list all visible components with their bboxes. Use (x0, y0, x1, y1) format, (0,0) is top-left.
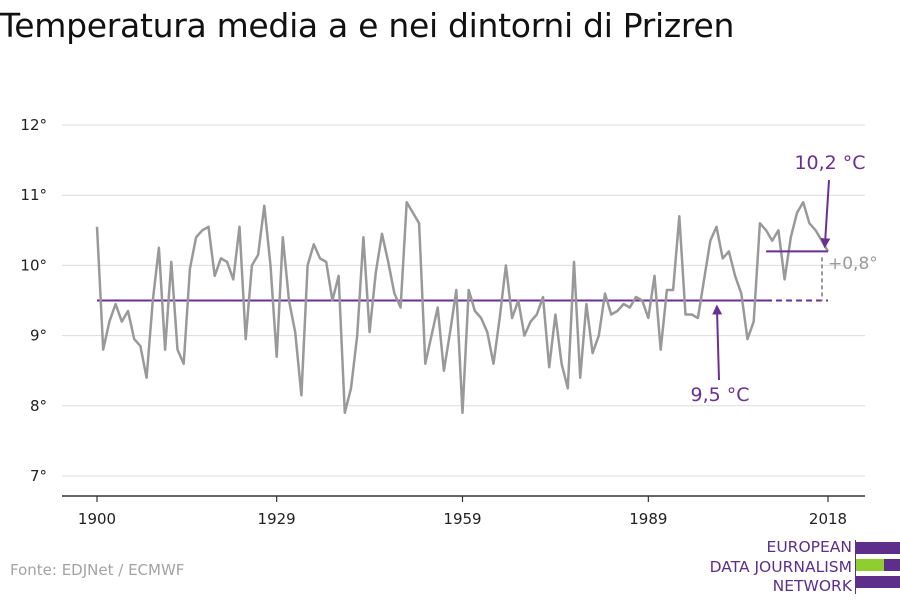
logo-divider (855, 540, 856, 594)
chart-title: Temperatura media a e nei dintorni di Pr… (0, 6, 735, 45)
source-note: Fonte: EDJNet / ECMWF (10, 561, 185, 579)
difference-label: +0,8° (828, 254, 878, 274)
y-tick-label: 7° (30, 467, 47, 485)
edjnet-logo: EUROPEAN DATA JOURNALISM NETWORK (700, 538, 900, 596)
y-tick-label: 10° (20, 256, 47, 274)
baseline-mean-label: 9,5 °C (690, 384, 749, 406)
y-tick-label: 11° (20, 186, 47, 204)
recent-mean-arrow (820, 179, 831, 249)
logo-bar-top (856, 542, 900, 554)
y-tick-label: 9° (30, 327, 47, 345)
x-tick-label: 2018 (809, 510, 847, 528)
y-tick-label: 8° (30, 397, 47, 415)
y-tick-label: 12° (20, 116, 47, 134)
recent-mean-label: 10,2 °C (794, 152, 865, 174)
logo-line: EUROPEAN (766, 538, 852, 556)
logo-text: EUROPEAN DATA JOURNALISM NETWORK (710, 538, 852, 597)
temperature-series-line (95, 200, 830, 415)
logo-bar-green (856, 559, 884, 571)
x-tick-label: 1959 (443, 510, 481, 528)
x-tick-label: 1900 (78, 510, 116, 528)
x-tick-label: 1989 (629, 510, 667, 528)
x-tick-label: 1929 (258, 510, 296, 528)
logo-line: DATA JOURNALISM (709, 557, 852, 576)
logo-line: NETWORK (772, 577, 852, 595)
baseline-mean-arrow (712, 304, 723, 381)
logo-bar-bottom (856, 576, 900, 588)
